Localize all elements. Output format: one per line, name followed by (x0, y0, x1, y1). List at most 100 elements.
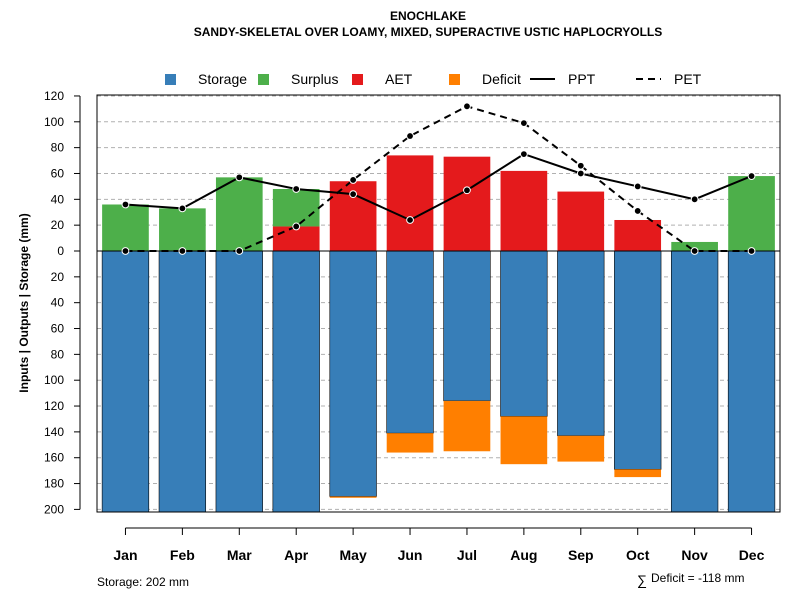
sum-icon: ∑ (637, 572, 647, 588)
pet-point (576, 161, 585, 170)
bar-deficit (500, 416, 548, 465)
ppt-point (349, 190, 358, 199)
y-tick-label: 140 (44, 425, 64, 439)
ppt-point (690, 195, 699, 204)
y-tick-label: 100 (44, 115, 64, 129)
bar-aet (557, 191, 605, 251)
y-tick-label: 200 (44, 502, 64, 516)
bar-storage (215, 250, 263, 513)
chart-title: ENOCHLAKE (390, 9, 466, 23)
bar-storage (727, 250, 776, 513)
ppt-point (633, 182, 642, 191)
chart-subtitle: SANDY-SKELETAL OVER LOAMY, MIXED, SUPERA… (194, 25, 663, 39)
x-tick-label: Nov (681, 547, 708, 563)
y-axis: 1201008060402002040608010012014016018020… (44, 89, 81, 516)
y-tick-label: 100 (44, 373, 64, 387)
bar-storage (329, 250, 377, 497)
y-tick-label: 120 (44, 89, 64, 103)
legend-label-storage: Storage (198, 71, 247, 87)
pet-point (121, 247, 130, 255)
bar-deficit (386, 433, 434, 453)
bar-storage (158, 250, 207, 513)
gridlines (97, 95, 780, 510)
bar-deficit (557, 435, 605, 462)
bar-aet (500, 170, 548, 251)
legend-swatch-aet (352, 74, 363, 85)
x-tick-label: Jan (113, 547, 137, 563)
storage-note: Storage: 202 mm (97, 575, 189, 589)
plot-frame (96, 94, 781, 513)
pet-point (690, 247, 699, 255)
x-tick-label: Jun (398, 547, 423, 563)
bar-surplus (272, 188, 320, 227)
y-tick-label: 40 (51, 296, 65, 310)
bar-surplus (671, 241, 718, 251)
y-tick-label: 60 (51, 166, 65, 180)
bar-surplus (728, 176, 775, 251)
y-tick-label: 40 (51, 192, 65, 206)
ppt-point (747, 172, 756, 180)
bar-storage (386, 250, 434, 434)
bar-aet (272, 226, 320, 251)
deficit-note: Deficit = -118 mm (651, 571, 744, 585)
legend-swatch-surplus (258, 74, 269, 85)
lines (121, 102, 756, 255)
ppt-point (576, 169, 585, 178)
y-axis-label: Inputs | Outputs | Storage (mm) (17, 213, 31, 392)
legend-label-deficit: Deficit (482, 71, 521, 87)
pet-point (633, 207, 642, 215)
legend-swatch-storage (165, 74, 176, 85)
y-tick-label: 0 (57, 244, 64, 258)
pet-point (519, 119, 528, 127)
ppt-point (406, 216, 414, 224)
legend: Storage Surplus AET Deficit PPT PET (165, 71, 702, 87)
bar-storage (101, 250, 150, 513)
bar-storage (614, 250, 662, 470)
ppt-point (292, 185, 301, 193)
x-axis: Jan Feb Mar Apr May Jun Jul Aug Sep Oct Nov Dec (113, 527, 765, 563)
bar-storage (272, 250, 320, 513)
x-tick-label: Feb (170, 547, 195, 563)
x-tick-label: Dec (739, 547, 765, 563)
bar-surplus (102, 204, 149, 251)
x-tick-label: Oct (626, 547, 650, 563)
x-tick-label: Aug (510, 547, 537, 563)
bar-aet (386, 155, 434, 251)
bar-surplus (215, 177, 263, 251)
y-tick-label: 80 (51, 141, 65, 155)
ppt-point (519, 150, 528, 159)
bar-storage (670, 250, 719, 513)
ppt-point (121, 200, 130, 209)
y-tick-label: 160 (44, 451, 64, 465)
ppt-line (125, 152, 752, 222)
pet-point (463, 102, 471, 111)
y-tick-label: 120 (44, 399, 64, 413)
bar-storage (443, 250, 491, 402)
pet-point (235, 247, 244, 255)
x-tick-label: May (340, 547, 367, 563)
x-tick-label: Apr (284, 547, 309, 563)
bar-aet (443, 156, 491, 251)
legend-label-pet: PET (674, 71, 702, 87)
pet-point (406, 132, 414, 140)
pet-point (292, 222, 301, 231)
bar-storage (500, 250, 548, 417)
pet-point (747, 247, 756, 255)
y-tick-label: 80 (51, 347, 65, 361)
legend-label-aet: AET (385, 71, 413, 87)
bar-deficit (329, 496, 377, 498)
legend-label-ppt: PPT (568, 71, 596, 87)
pet-point (178, 247, 187, 255)
x-tick-label: Mar (227, 547, 252, 563)
ppt-point (178, 204, 187, 213)
pet-line (125, 105, 752, 252)
x-tick-label: Sep (568, 547, 594, 563)
legend-label-surplus: Surplus (291, 71, 338, 87)
bar-storage (557, 250, 605, 437)
y-tick-label: 180 (44, 477, 64, 491)
bar-aet (614, 219, 662, 251)
ppt-point (463, 186, 471, 195)
legend-swatch-deficit (449, 74, 460, 85)
bar-deficit (443, 400, 491, 452)
y-tick-label: 20 (51, 218, 65, 232)
